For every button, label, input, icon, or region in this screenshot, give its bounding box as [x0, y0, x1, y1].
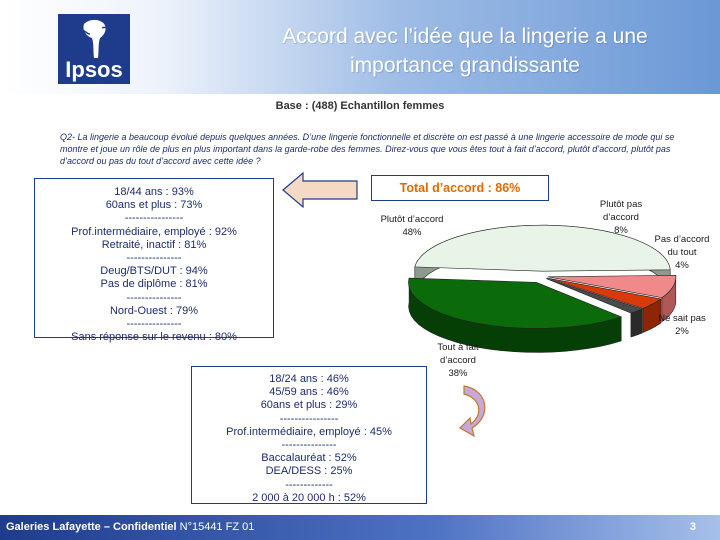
- ipsos-logo: Ipsos: [58, 14, 130, 84]
- breakdown-line: DEA/DESS : 25%: [265, 465, 353, 478]
- slice-plutot-accord-label: Plutôt d’accord 48%: [381, 214, 444, 238]
- page-title: Accord avec l’idée que la lingerie a une…: [215, 22, 715, 80]
- breakdown-line: Deug/BTS/DUT : 94%: [100, 265, 208, 278]
- footer-study-number: N°15441 FZ 01: [176, 521, 255, 533]
- pie-chart: Plutôt d’accord 48% Plutôt pas d’accord 8% Pa…: [381, 199, 710, 379]
- logo-text: Ipsos: [65, 57, 123, 82]
- breakdown-line: Prof.intermédiaire, employé : 92%: [71, 225, 237, 238]
- footer-client: Galeries Lafayette – Confidentiel: [6, 521, 177, 533]
- breakdown-line: Baccalauréat : 52%: [261, 452, 357, 465]
- slice-ne-sait-pas: [546, 278, 644, 314]
- page-number: 3: [689, 521, 696, 533]
- footer-bar: Galeries Lafayette – Confidentiel N°1544…: [0, 515, 720, 540]
- arrow-left-icon: [282, 171, 358, 209]
- curved-arrow-icon: [459, 385, 486, 438]
- breakdown-line: 18/44 ans : 93%: [114, 186, 194, 198]
- breakdown-separator: ---------------: [126, 318, 182, 331]
- slice-ne-sait-pas-label: Ne sait pas 2%: [658, 313, 706, 337]
- breakdown-separator: ----------------: [279, 412, 339, 425]
- breakdown-line: 2 000 à 20 000 h : 52%: [252, 491, 366, 504]
- title-line-1: Accord avec l’idée que la lingerie a une: [282, 25, 648, 48]
- plutot-accord-breakdown-box: 18/44 ans : 93% 60ans et plus : 73% ----…: [34, 178, 274, 343]
- breakdown-line: 45/59 ans : 46%: [269, 386, 349, 399]
- breakdown-line: Retraité, inactif : 81%: [101, 238, 207, 251]
- slice-plutot-accord: [414, 224, 671, 272]
- breakdown-separator: ---------------: [126, 252, 182, 265]
- slice-pas-du-tout-label: Pas d’accord du tout 4%: [655, 234, 710, 271]
- breakdown-line: 18/24 ans : 46%: [269, 373, 349, 385]
- breakdown-line: Prof.intermédiaire, employé : 45%: [226, 425, 392, 438]
- slice-tout-a-fait-label: Tout à fait d’accord 38%: [437, 342, 479, 379]
- tout-a-fait-breakdown-box: 18/24 ans : 46% 45/59 ans : 46% 60ans et…: [191, 366, 427, 504]
- header-banner: Ipsos Accord avec l’idée que la lingerie…: [0, 0, 720, 94]
- slice-plutot-pas-accord: [547, 274, 677, 299]
- title-line-2: importance grandissante: [350, 54, 580, 77]
- breakdown-line: Nord-Ouest : 79%: [109, 304, 199, 317]
- total-accord-label: Total d’accord : 86%: [371, 175, 549, 201]
- slice-tout-a-fait: [408, 277, 623, 329]
- slice-plutot-pas-accord-label: Plutôt pas d’accord 8%: [600, 199, 642, 236]
- slice-ne-sait-pas-side: [630, 308, 643, 338]
- breakdown-separator: ---------------: [126, 291, 182, 304]
- breakdown-separator: -------------: [285, 478, 333, 491]
- slice-pas-du-tout: [546, 277, 662, 309]
- tree-icon: [79, 19, 110, 58]
- breakdown-separator: ----------------: [124, 212, 184, 225]
- breakdown-line: Pas de diplôme : 81%: [100, 278, 208, 291]
- footer-text: Galeries Lafayette – Confidentiel N°1544…: [6, 521, 254, 533]
- breakdown-line: 60ans et plus : 29%: [260, 399, 358, 412]
- breakdown-separator: ---------------: [281, 439, 337, 452]
- question-text: Q2- La lingerie a beaucoup évolué depuis…: [60, 132, 675, 166]
- breakdown-line: Sans réponse sur le revenu : 80%: [71, 331, 237, 344]
- breakdown-line: 60ans et plus : 73%: [105, 199, 203, 212]
- sample-base: Base : (488) Echantillon femmes: [275, 100, 445, 112]
